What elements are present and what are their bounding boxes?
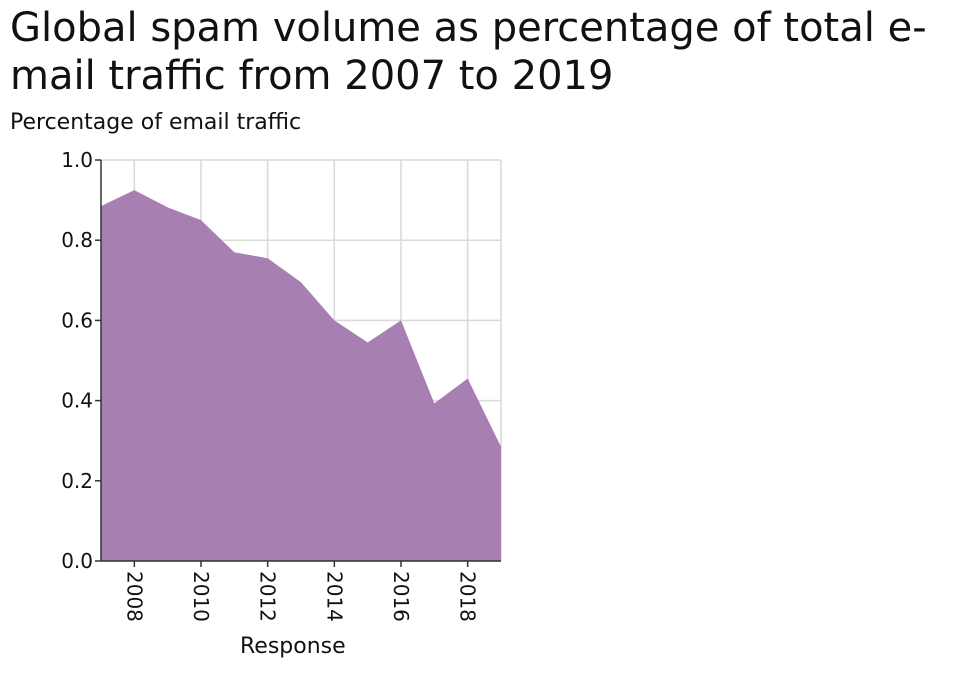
y-tick-label: 0.6 — [61, 308, 93, 332]
x-tick-label: 2014 — [322, 571, 346, 622]
x-tick-label: 2018 — [456, 571, 480, 622]
y-tick-label: 0.4 — [61, 389, 93, 413]
x-tick-label: 2012 — [256, 571, 280, 622]
chart-title: Global spam volume as percentage of tota… — [10, 5, 927, 99]
x-axis-label: Response — [240, 634, 346, 659]
y-tick-label: 0.0 — [61, 549, 93, 573]
x-tick-label: 2010 — [189, 571, 213, 622]
y-tick-label: 1.0 — [61, 148, 93, 172]
y-axis-label: Percentage of email traffic — [10, 110, 302, 135]
area-series — [101, 190, 501, 561]
x-tick-label: 2008 — [122, 571, 146, 622]
y-tick-label: 0.2 — [61, 469, 93, 493]
y-tick-label: 0.8 — [61, 228, 93, 252]
x-tick-label: 2016 — [389, 571, 413, 622]
